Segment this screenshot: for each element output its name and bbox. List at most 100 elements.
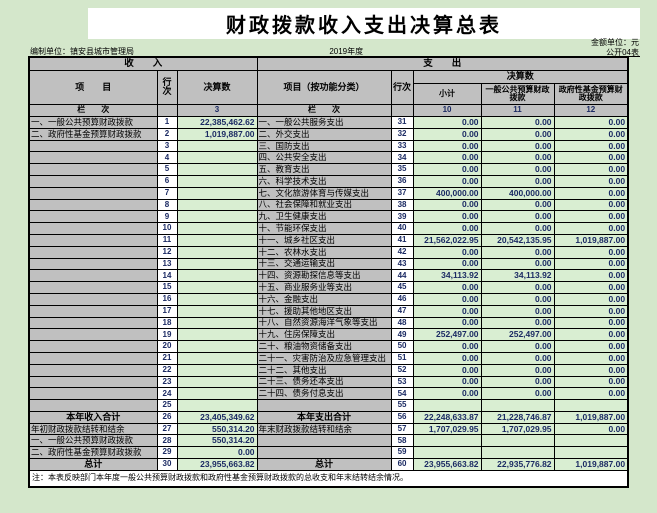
- income-amount-cell: [176, 222, 258, 235]
- expense-gov-fund-cell: 0.00: [553, 304, 629, 318]
- expense-general-budget-cell: 0.00: [480, 127, 555, 141]
- income-amount-cell: 0.00: [176, 446, 258, 460]
- income-amount-cell: [176, 340, 258, 353]
- expense-item-label: 二十一、灾害防治及应急管理支出: [256, 351, 392, 365]
- table-row: 22 二十二、其他支出 52 0.00 0.00 0.00: [28, 363, 629, 377]
- table-row: 年初财政拨款结转和结余 27 550,314.20 年末财政拨款结转和结余 57…: [28, 422, 629, 436]
- income-amount-cell: [176, 375, 258, 389]
- income-amount-cell: [176, 292, 258, 306]
- income-item-label: [28, 257, 158, 271]
- expense-subtotal-cell: 0.00: [412, 222, 482, 235]
- table-row: 二、政府性基金预算财政拨款 2 1,019,887.00 二、外交支出 32 0…: [28, 127, 629, 141]
- expense-subtotal-cell: 0.00: [412, 115, 482, 129]
- expense-row-number: 45: [390, 281, 414, 294]
- income-row-number: 3: [156, 139, 178, 153]
- expense-subtotal-cell: 0.00: [412, 363, 482, 377]
- income-item-label: [28, 292, 158, 306]
- expense-row-number: 34: [390, 151, 414, 165]
- expense-subtotal-cell: [412, 446, 482, 460]
- expense-row-number: 32: [390, 127, 414, 141]
- expense-row-number: 52: [390, 363, 414, 377]
- expense-gov-fund-cell: 0.00: [553, 257, 629, 271]
- expense-item-label: 一、一般公共服务支出: [256, 115, 392, 129]
- expense-gov-fund-cell: [553, 446, 629, 460]
- income-row-number: 15: [156, 281, 178, 294]
- expense-item-label: 十三、交通运输支出: [256, 257, 392, 271]
- expense-subtotal-cell: 21,562,022.95: [412, 233, 482, 247]
- income-row-number: 20: [156, 340, 178, 353]
- expense-item-label: 二十、粮油物资储备支出: [256, 340, 392, 353]
- expense-amount-header: 决算数: [412, 69, 629, 84]
- income-row-number: 19: [156, 328, 178, 342]
- expense-item-label: 二十四、债务付息支出: [256, 387, 392, 401]
- expense-row-number: 46: [390, 292, 414, 306]
- expense-subtotal-cell: 0.00: [412, 210, 482, 224]
- income-item-label: [28, 198, 158, 212]
- table-row: 24 二十四、债务付息支出 54 0.00 0.00 0.00: [28, 387, 629, 401]
- income-item-label: [28, 304, 158, 318]
- expense-row-number: 49: [390, 328, 414, 342]
- income-amount-cell: [176, 387, 258, 401]
- income-amount-cell: 1,019,887.00: [176, 127, 258, 141]
- income-row-number: 29: [156, 446, 178, 460]
- table-row: 一、一般公共预算财政拨款 1 22,385,462.62 一、一般公共服务支出 …: [28, 115, 629, 129]
- income-item-label: [28, 363, 158, 377]
- expense-item-label: 三、国防支出: [256, 139, 392, 153]
- income-item-label: 一、一般公共预算财政拨款: [28, 434, 158, 448]
- expense-gov-fund-cell: 0.00: [553, 340, 629, 353]
- income-item-header: 项 目: [28, 69, 158, 105]
- expense-gov-fund-cell: 0.00: [553, 363, 629, 377]
- expense-row-number: 60: [390, 458, 414, 471]
- expense-gov-fund-cell: 0.00: [553, 163, 629, 176]
- expense-subtotal-cell: 0.00: [412, 351, 482, 365]
- table-row: 14 十四、资源勘探信息等支出 44 34,113.92 34,113.92 0…: [28, 269, 629, 283]
- expense-item-label: 九、卫生健康支出: [256, 210, 392, 224]
- income-amount-cell: [176, 269, 258, 283]
- expense-general-budget-cell: 0.00: [480, 304, 555, 318]
- table-row: 18 十八、自然资源海洋气象等支出 48 0.00 0.00 0.00: [28, 316, 629, 330]
- expense-row-number: 50: [390, 340, 414, 353]
- fund-col-number: 12: [553, 103, 629, 117]
- income-amount-cell: [176, 163, 258, 176]
- expense-lanci-blank: [390, 103, 414, 117]
- amount-unit-label: 金额单位：元: [591, 38, 639, 47]
- expense-subtotal-cell: 0.00: [412, 198, 482, 212]
- income-row-number: 17: [156, 304, 178, 318]
- expense-row-number: 59: [390, 446, 414, 460]
- income-row-number: 24: [156, 387, 178, 401]
- expense-row-number: 43: [390, 257, 414, 271]
- expense-gov-fund-cell: 0.00: [553, 210, 629, 224]
- expense-subtotal-cell: 0.00: [412, 127, 482, 141]
- expense-subtotal-cell: 22,248,633.87: [412, 410, 482, 424]
- expense-item-label: [256, 434, 392, 448]
- expense-gov-fund-cell: 0.00: [553, 292, 629, 306]
- table-row: 二、政府性基金预算财政拨款 29 0.00 59: [28, 446, 629, 460]
- income-item-label: 年初财政拨款结转和结余: [28, 422, 158, 436]
- expense-row-number: 39: [390, 210, 414, 224]
- income-row-number: 18: [156, 316, 178, 330]
- table-row: 8 八、社会保障和就业支出 38 0.00 0.00 0.00: [28, 198, 629, 212]
- income-amount-cell: [176, 174, 258, 188]
- expense-item-label: [256, 446, 392, 460]
- table-meta: 编制单位：镇安县城市管理局 2019年度 金额单位：元 公开04表: [28, 38, 640, 57]
- expense-gov-fund-cell: 1,019,887.00: [553, 410, 629, 424]
- income-amount-cell: [176, 257, 258, 271]
- income-row-number: 14: [156, 269, 178, 283]
- expense-item-label: 十九、住房保障支出: [256, 328, 392, 342]
- expense-row-number: 57: [390, 422, 414, 436]
- expense-item-header: 项目（按功能分类）: [256, 69, 392, 105]
- expense-subtotal-cell: [412, 434, 482, 448]
- income-amount-cell: [176, 316, 258, 330]
- income-amount-cell: [176, 328, 258, 342]
- subtotal-header: 小计: [412, 82, 482, 105]
- general-col-number: 11: [480, 103, 555, 117]
- expense-rowno-header: 行次: [390, 69, 414, 105]
- income-item-label: [28, 139, 158, 153]
- income-item-label: [28, 375, 158, 389]
- income-amount-cell: 23,955,663.82: [176, 458, 258, 471]
- expense-row-number: 51: [390, 351, 414, 365]
- gov-fund-header: 政府性基金预算财政拨款: [553, 82, 629, 105]
- expense-general-budget-cell: 0.00: [480, 316, 555, 330]
- expense-gov-fund-cell: 0.00: [553, 222, 629, 235]
